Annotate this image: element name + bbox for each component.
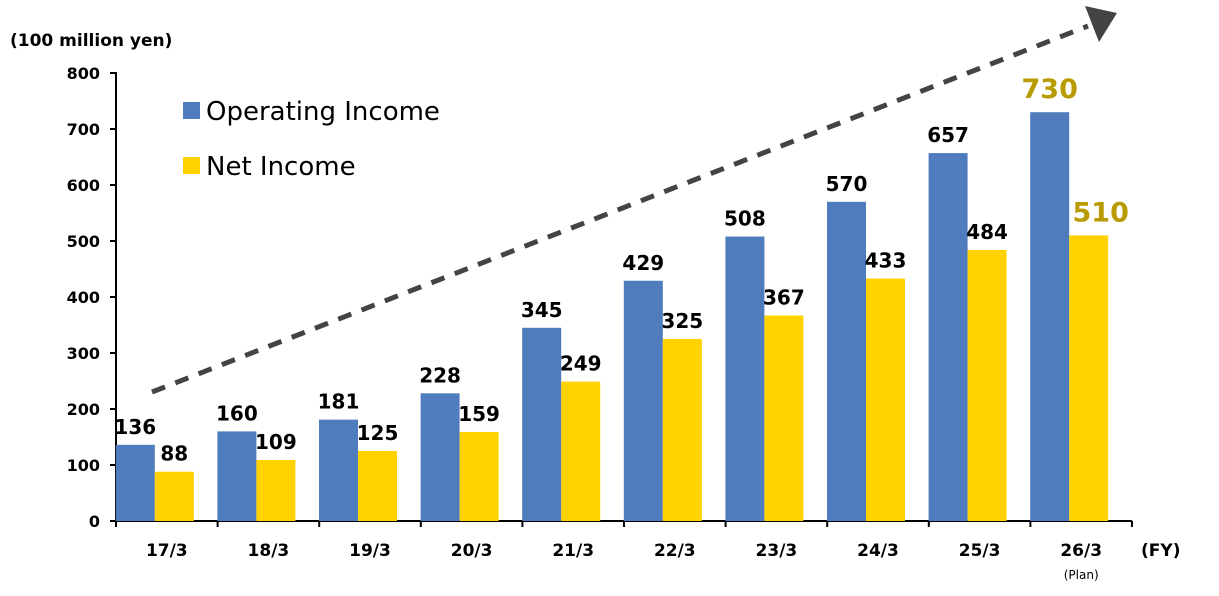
data-label: 484 bbox=[966, 220, 1008, 244]
bar-net-income bbox=[1069, 235, 1109, 521]
data-label: 345 bbox=[521, 298, 563, 322]
y-tick-label: 100 bbox=[67, 456, 100, 475]
bar-operating-income bbox=[217, 431, 257, 521]
legend: Operating Income Net Income bbox=[183, 97, 440, 182]
bar-net-income bbox=[256, 459, 296, 521]
legend-swatch bbox=[183, 157, 200, 174]
data-label: 508 bbox=[724, 207, 766, 231]
data-label: 109 bbox=[255, 430, 297, 454]
y-tick-label: 300 bbox=[67, 344, 100, 363]
bars bbox=[115, 112, 1109, 522]
x-tick-label: 26/3 bbox=[1060, 541, 1102, 561]
bar-net-income bbox=[764, 315, 804, 521]
data-label: 367 bbox=[763, 285, 805, 309]
bar-operating-income bbox=[420, 393, 460, 521]
bar-operating-income bbox=[928, 153, 968, 521]
data-label: 429 bbox=[622, 251, 664, 275]
bar-operating-income bbox=[522, 327, 562, 521]
data-label: 730 bbox=[1022, 74, 1078, 105]
x-tick-label: 24/3 bbox=[857, 541, 899, 561]
x-tick-label: 23/3 bbox=[756, 541, 798, 561]
data-label: 570 bbox=[826, 172, 868, 196]
bar-operating-income bbox=[115, 444, 155, 521]
data-label: 125 bbox=[357, 421, 399, 445]
data-label: 160 bbox=[216, 401, 258, 425]
unit-label: (100 million yen) bbox=[10, 31, 172, 51]
x-tick-label: 25/3 bbox=[959, 541, 1001, 561]
data-label: 325 bbox=[661, 309, 703, 333]
bar-net-income bbox=[967, 249, 1007, 521]
x-tick-label: 21/3 bbox=[552, 541, 594, 561]
legend-label: Operating Income bbox=[206, 97, 440, 127]
y-tick-label: 0 bbox=[89, 512, 100, 531]
data-label: 657 bbox=[927, 123, 969, 147]
y-tick-label: 700 bbox=[67, 120, 100, 139]
bar-net-income bbox=[358, 451, 397, 521]
data-label: 159 bbox=[458, 402, 500, 426]
bar-operating-income bbox=[1030, 112, 1070, 521]
bar-operating-income bbox=[623, 280, 663, 521]
bar-net-income bbox=[662, 339, 702, 521]
bar-net-income bbox=[154, 471, 194, 521]
data-label: 433 bbox=[865, 249, 907, 273]
bar-operating-income bbox=[725, 236, 765, 521]
trend-arrow bbox=[151, 6, 1117, 395]
y-tick-label: 500 bbox=[67, 232, 100, 251]
bar-operating-income bbox=[319, 419, 358, 521]
bar-net-income bbox=[561, 381, 601, 521]
x-axis-label: (FY) bbox=[1141, 541, 1180, 561]
data-label: 136 bbox=[114, 415, 156, 439]
x-tick-label: 18/3 bbox=[248, 541, 290, 561]
axes: 0 100 200 300 400 500 600 700 800 17/3 18/3 19/3 20/… bbox=[67, 64, 1133, 582]
y-tick-label: 800 bbox=[67, 64, 100, 83]
data-label: 88 bbox=[160, 442, 188, 466]
x-tick-label: 19/3 bbox=[349, 541, 391, 561]
legend-label: Net Income bbox=[206, 152, 356, 182]
x-tick-label: 20/3 bbox=[451, 541, 493, 561]
data-label: 181 bbox=[318, 390, 360, 414]
category-note: (Plan) bbox=[1064, 568, 1099, 582]
data-labels: 136 160 181 228 345 429 508 570 657 730 88 109 125 15… bbox=[114, 74, 1128, 466]
bar-net-income bbox=[459, 431, 499, 521]
x-tick-label: 17/3 bbox=[146, 541, 188, 561]
y-tick-label: 600 bbox=[67, 176, 100, 195]
y-tick-label: 400 bbox=[67, 288, 100, 307]
y-tick-label: 200 bbox=[67, 400, 100, 419]
data-label: 228 bbox=[419, 363, 461, 387]
bar-net-income bbox=[866, 278, 905, 521]
x-tick-label: 22/3 bbox=[654, 541, 696, 561]
data-label: 249 bbox=[560, 352, 602, 376]
data-label: 510 bbox=[1073, 197, 1129, 228]
bar-operating-income bbox=[827, 201, 866, 522]
legend-swatch bbox=[183, 102, 200, 119]
